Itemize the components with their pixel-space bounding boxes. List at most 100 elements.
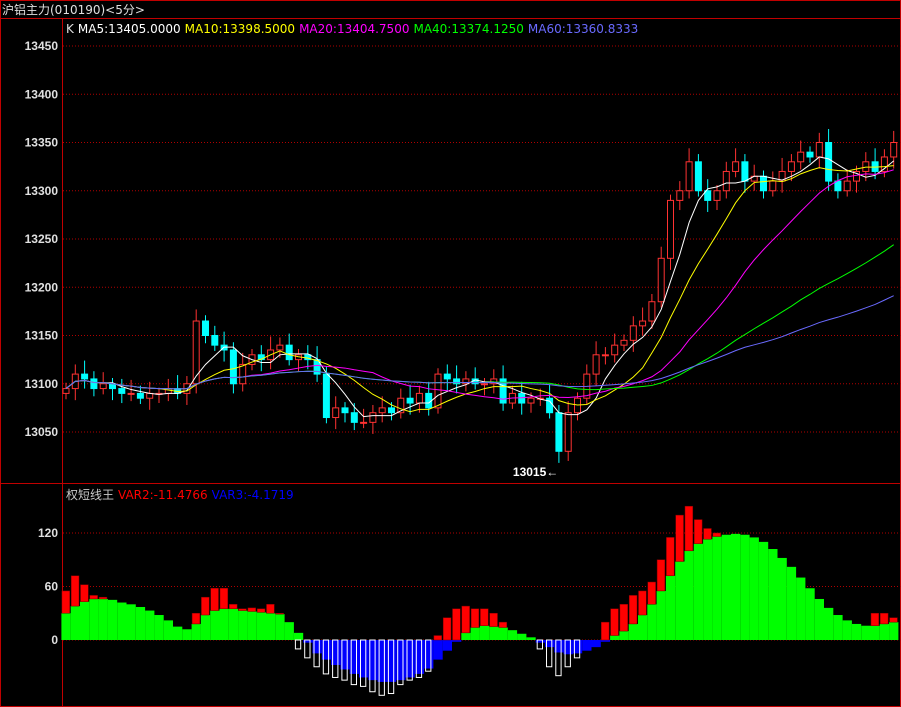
candle <box>499 378 507 404</box>
var3-bar <box>303 640 313 643</box>
var3-bar <box>61 613 71 640</box>
var2-bar <box>536 639 544 650</box>
y-tick-label: 13250 <box>25 232 59 246</box>
candle <box>527 397 535 404</box>
var3-bar <box>182 629 192 640</box>
candle <box>332 407 340 419</box>
var3-bar <box>359 640 369 678</box>
var3-bar <box>638 615 648 640</box>
var3-bar <box>386 640 397 682</box>
var2-bar <box>294 639 302 650</box>
legend-item: VAR2:-11.4766 <box>118 488 208 502</box>
var3-bar <box>861 625 871 640</box>
legend-item: MA60:13360.8333 <box>527 22 639 36</box>
var3-bar <box>414 640 425 674</box>
candle <box>815 142 823 158</box>
y-tick-label: 13100 <box>25 377 59 391</box>
y-tick-label: 13050 <box>25 425 59 439</box>
candle <box>741 161 749 182</box>
chart-title: 沪铝主力(010190)<5分> <box>2 3 145 17</box>
var2-bar <box>638 590 647 616</box>
legend-item: VAR3:-4.1719 <box>211 488 294 502</box>
var3-bar <box>786 566 797 640</box>
var2-bar <box>656 559 666 592</box>
var2-bar <box>201 596 210 616</box>
var2-bar <box>703 528 712 540</box>
candle <box>81 373 89 380</box>
var2-bar <box>406 639 413 681</box>
var3-bar <box>312 640 322 654</box>
var3-bar <box>703 539 713 640</box>
var2-bar <box>442 617 452 641</box>
var3-bar <box>331 640 341 665</box>
y-tick-label: 13150 <box>25 329 59 343</box>
var2-bar <box>546 639 553 668</box>
var2-bar <box>452 608 461 641</box>
candle <box>397 397 405 414</box>
candle <box>322 373 330 419</box>
candle <box>285 344 293 361</box>
var2-bar <box>322 639 330 675</box>
candle <box>685 161 693 192</box>
var3-bar <box>693 543 704 640</box>
var2-bar <box>98 596 108 600</box>
var2-bar <box>378 639 385 696</box>
var2-bar <box>564 639 571 668</box>
var2-bar <box>387 639 395 695</box>
var3-bar <box>210 610 220 640</box>
var3-bar <box>535 640 545 643</box>
var3-bar <box>247 611 257 640</box>
candle <box>62 388 70 394</box>
var3-bar <box>619 631 629 640</box>
var3-bar <box>238 610 248 640</box>
candle <box>760 175 767 192</box>
candle <box>481 383 488 386</box>
candle <box>629 325 637 341</box>
candle <box>388 407 395 414</box>
candle <box>360 421 368 424</box>
var3-bar <box>126 604 136 640</box>
var3-bar <box>647 604 657 640</box>
candle <box>648 301 656 322</box>
var3-bar <box>173 626 183 640</box>
candle <box>415 392 423 404</box>
candle <box>378 407 386 414</box>
candle <box>453 378 461 385</box>
var3-bar <box>396 640 406 681</box>
candle <box>369 412 377 423</box>
var2-bar <box>694 519 703 544</box>
var3-bar <box>628 623 638 640</box>
var3-bar <box>154 615 164 640</box>
var3-bar <box>610 635 620 640</box>
candle <box>341 407 349 414</box>
var2-bar <box>712 532 721 537</box>
var3-bar <box>591 640 601 648</box>
var2-bar <box>489 612 498 627</box>
var2-bar <box>61 590 70 614</box>
indicator-legend: 权短线王 VAR2:-11.4766 VAR3:-4.1719 <box>66 486 298 503</box>
var2-bar <box>555 639 562 677</box>
var3-bar <box>870 625 880 640</box>
var3-bar <box>517 633 527 640</box>
candle <box>406 397 414 404</box>
candle <box>769 180 777 192</box>
var3-bar <box>405 640 415 678</box>
var3-bar <box>684 550 694 640</box>
var3-bar <box>340 640 350 670</box>
var3-bar <box>107 599 118 640</box>
var3-bar <box>479 625 490 640</box>
var3-bar <box>452 640 462 642</box>
var3-bar <box>749 537 759 640</box>
var3-bar <box>256 612 266 640</box>
candle <box>425 392 433 409</box>
legend-item: MA5:13405.0000 <box>77 22 181 36</box>
var2-bar <box>219 588 229 610</box>
var3-bar <box>98 598 108 640</box>
candle <box>350 412 358 423</box>
legend-item: 权短线王 <box>66 488 115 502</box>
candle <box>229 349 237 385</box>
ma20-line <box>65 169 894 400</box>
var2-bar <box>461 605 470 634</box>
var2-bar <box>480 608 489 626</box>
